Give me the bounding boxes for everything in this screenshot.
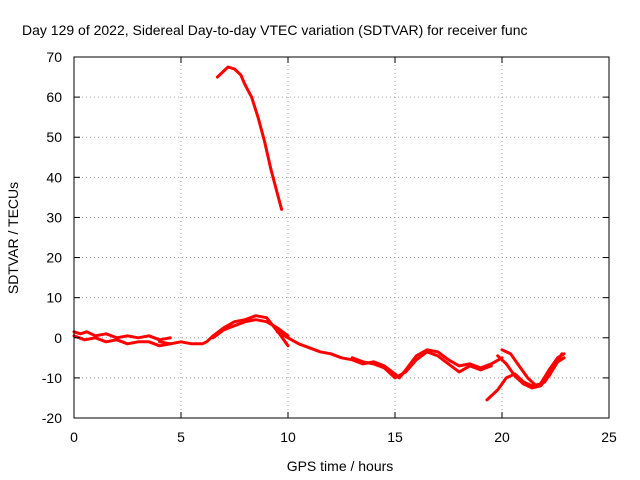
y-tick-label: 40 — [46, 169, 62, 185]
series-arc-late-1 — [275, 330, 504, 380]
y-tick-label: 60 — [46, 89, 62, 105]
plot-frame — [73, 56, 610, 419]
series-arc-end-1 — [485, 352, 566, 402]
series-arc-early-2 — [72, 334, 172, 348]
x-tick-label: 10 — [280, 429, 296, 445]
series-arc-end-3 — [500, 348, 564, 388]
y-tick-label: -10 — [42, 370, 62, 386]
y-tick-label: 30 — [46, 209, 62, 225]
y-tick-label: 50 — [46, 129, 62, 145]
y-tick-label: -20 — [42, 410, 62, 426]
data-series — [72, 65, 566, 402]
y-tick-label: 70 — [46, 49, 62, 65]
x-tick-label: 20 — [494, 429, 510, 445]
x-tick-label: 15 — [387, 429, 403, 445]
chart-title: Day 129 of 2022, Sidereal Day-to-day VTE… — [22, 22, 528, 38]
series-arc-early-1 — [72, 330, 172, 342]
y-tick-label: 20 — [46, 250, 62, 266]
x-tick-label: 0 — [70, 429, 78, 445]
series-arc-mid-1 — [158, 314, 290, 348]
series-arc-mid-2 — [211, 318, 290, 340]
axis-ticks — [73, 56, 610, 419]
series-arc-high — [215, 65, 284, 211]
x-tick-label: 25 — [601, 429, 617, 445]
x-tick-label: 5 — [177, 429, 185, 445]
y-tick-label: 0 — [54, 330, 62, 346]
y-tick-label: 10 — [46, 290, 62, 306]
y-axis-label: SDTVAR / TECUs — [5, 182, 21, 294]
x-tick-labels: 0 5 10 15 20 25 — [70, 429, 617, 445]
x-axis-label: GPS time / hours — [287, 458, 394, 474]
y-tick-labels: -20 -10 0 10 20 30 40 50 60 70 — [42, 49, 62, 426]
series-arc-late-2 — [350, 350, 493, 380]
